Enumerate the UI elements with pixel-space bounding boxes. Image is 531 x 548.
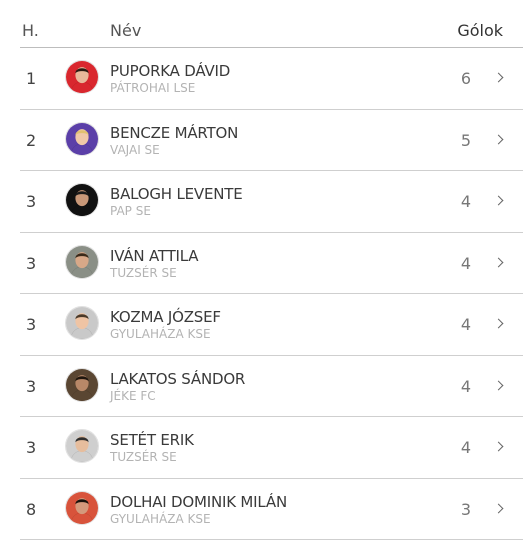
table-header: H. Név Gólok: [20, 0, 523, 48]
player-photo-icon: [66, 307, 98, 339]
table-row[interactable]: 2 BENCZE MÁRTON VAJAI SE 5: [20, 110, 523, 171]
player-avatar: [65, 306, 99, 340]
player-photo-icon: [66, 430, 98, 462]
table-row[interactable]: 3 BALOGH LEVENTE PAP SE 4: [20, 171, 523, 233]
player-goals: 4: [460, 315, 471, 334]
table-row[interactable]: 3 IVÁN ATTILA TUZSÉR SE 4: [20, 233, 523, 294]
player-photo-icon: [66, 61, 98, 93]
table-row[interactable]: 1 PUPORKA DÁVID PÁTROHAI LSE 6: [20, 48, 523, 110]
player-avatar: [65, 367, 99, 402]
player-name: PUPORKA DÁVID: [110, 62, 231, 80]
player-rank: 8: [26, 499, 37, 519]
player-rank: 1: [26, 69, 37, 88]
player-photo-icon: [66, 491, 98, 524]
player-photo-icon: [66, 245, 98, 278]
player-avatar: [65, 183, 99, 217]
player-name: DOLHAI DOMINIK MILÁN: [110, 492, 287, 511]
player-goals: 4: [460, 192, 471, 211]
chevron-right-icon[interactable]: [493, 380, 504, 390]
player-name: KOZMA JÓZSEF: [110, 308, 221, 326]
player-goals: 5: [460, 130, 471, 150]
player-name: SETÉT ERIK: [110, 431, 194, 449]
player-club: TUZSÉR SE: [110, 450, 177, 464]
player-club: PAP SE: [110, 204, 151, 218]
player-club: PÁTROHAI LSE: [110, 81, 196, 95]
chevron-right-icon[interactable]: [493, 72, 504, 83]
player-photo-icon: [66, 184, 98, 216]
chevron-right-icon[interactable]: [493, 441, 504, 452]
player-goals: 3: [460, 499, 471, 519]
table-row[interactable]: 8 DOLHAI DOMINIK MILÁN GYULAHÁZA KSE 3: [20, 479, 523, 540]
player-name: BENCZE MÁRTON: [110, 123, 239, 142]
table-body: 1 PUPORKA DÁVID PÁTROHAI LSE 6 2 BENCZE MÁRTO…: [20, 48, 523, 540]
player-goals: 6: [460, 69, 471, 88]
player-avatar: [65, 490, 99, 525]
chevron-right-icon[interactable]: [493, 318, 504, 329]
player-name: LAKATOS SÁNDOR: [110, 369, 246, 388]
player-club: TUZSÉR SE: [110, 265, 177, 280]
player-name: BALOGH LEVENTE: [110, 185, 243, 203]
top-scorers-table: H. Név Gólok 1 PUPORKA DÁVID PÁTROHAI LSE 6…: [20, 0, 523, 540]
player-rank: 3: [26, 376, 37, 396]
player-rank: 3: [26, 438, 37, 457]
player-name: IVÁN ATTILA: [110, 246, 199, 265]
player-goals: 4: [460, 438, 471, 457]
player-goals: 4: [460, 253, 471, 273]
player-club: VAJAI SE: [110, 142, 160, 157]
player-rank: 3: [26, 253, 37, 273]
player-avatar: [65, 121, 99, 156]
chevron-right-icon[interactable]: [493, 195, 504, 206]
player-club: JÉKE FC: [110, 388, 156, 403]
table-row[interactable]: 3 KOZMA JÓZSEF GYULAHÁZA KSE 4: [20, 294, 523, 356]
rank-column-header: H.: [22, 21, 39, 40]
player-avatar: [65, 244, 99, 279]
table-row[interactable]: 3 SETÉT ERIK TUZSÉR SE 4: [20, 417, 523, 479]
player-goals: 4: [460, 376, 471, 396]
player-rank: 2: [26, 130, 37, 150]
chevron-right-icon[interactable]: [493, 503, 504, 513]
chevron-right-icon[interactable]: [493, 134, 504, 144]
table-row[interactable]: 3 LAKATOS SÁNDOR JÉKE FC 4: [20, 356, 523, 417]
player-avatar: [65, 60, 99, 94]
player-photo-icon: [66, 368, 98, 401]
name-column-header: Név: [110, 21, 142, 40]
player-rank: 3: [26, 192, 37, 211]
chevron-right-icon[interactable]: [493, 257, 504, 267]
player-avatar: [65, 429, 99, 463]
player-photo-icon: [66, 122, 98, 155]
player-club: GYULAHÁZA KSE: [110, 327, 211, 341]
player-rank: 3: [26, 315, 37, 334]
player-club: GYULAHÁZA KSE: [110, 511, 211, 526]
goals-column-header[interactable]: Gólok: [457, 21, 503, 40]
